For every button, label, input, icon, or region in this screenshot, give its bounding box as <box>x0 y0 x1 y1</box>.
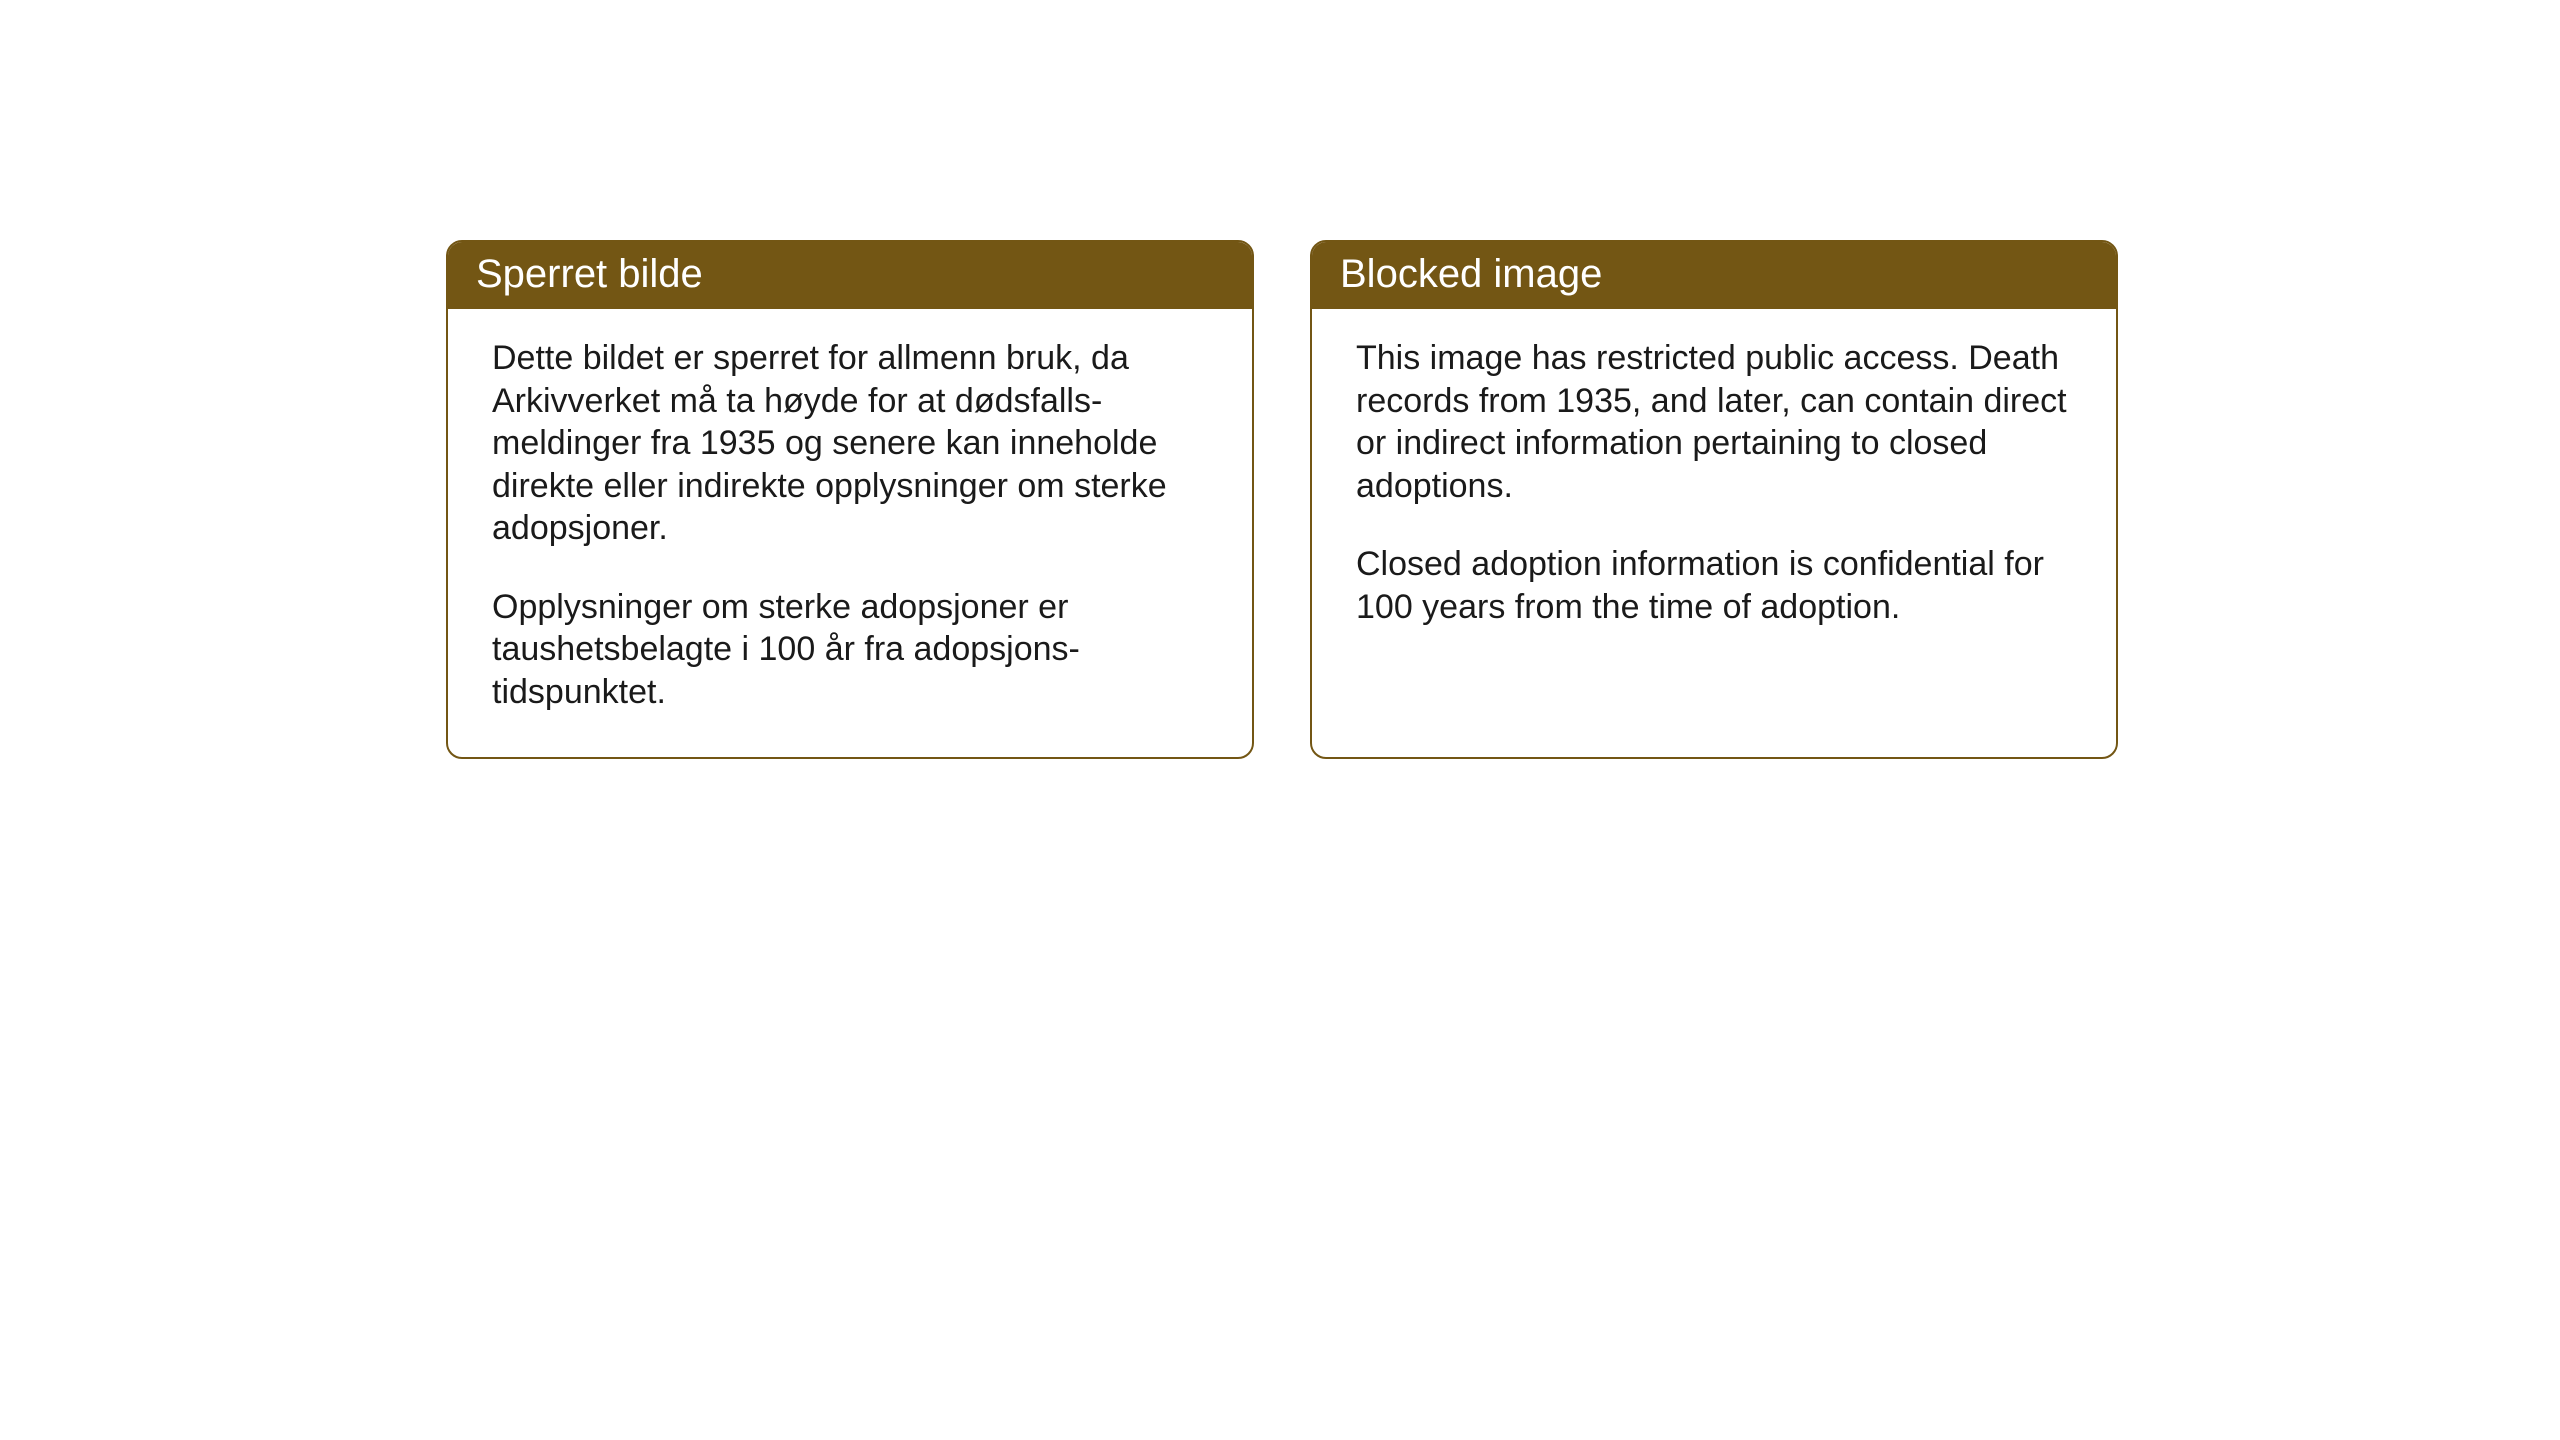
norwegian-paragraph-1: Dette bildet er sperret for allmenn bruk… <box>492 337 1208 550</box>
notice-container: Sperret bilde Dette bildet er sperret fo… <box>446 240 2118 759</box>
english-paragraph-1: This image has restricted public access.… <box>1356 337 2072 507</box>
english-paragraph-2: Closed adoption information is confident… <box>1356 543 2072 628</box>
norwegian-card-body: Dette bildet er sperret for allmenn bruk… <box>448 309 1252 757</box>
english-notice-card: Blocked image This image has restricted … <box>1310 240 2118 759</box>
english-card-body: This image has restricted public access.… <box>1312 309 2116 757</box>
english-card-title: Blocked image <box>1312 242 2116 309</box>
norwegian-paragraph-2: Opplysninger om sterke adopsjoner er tau… <box>492 586 1208 714</box>
norwegian-notice-card: Sperret bilde Dette bildet er sperret fo… <box>446 240 1254 759</box>
norwegian-card-title: Sperret bilde <box>448 242 1252 309</box>
